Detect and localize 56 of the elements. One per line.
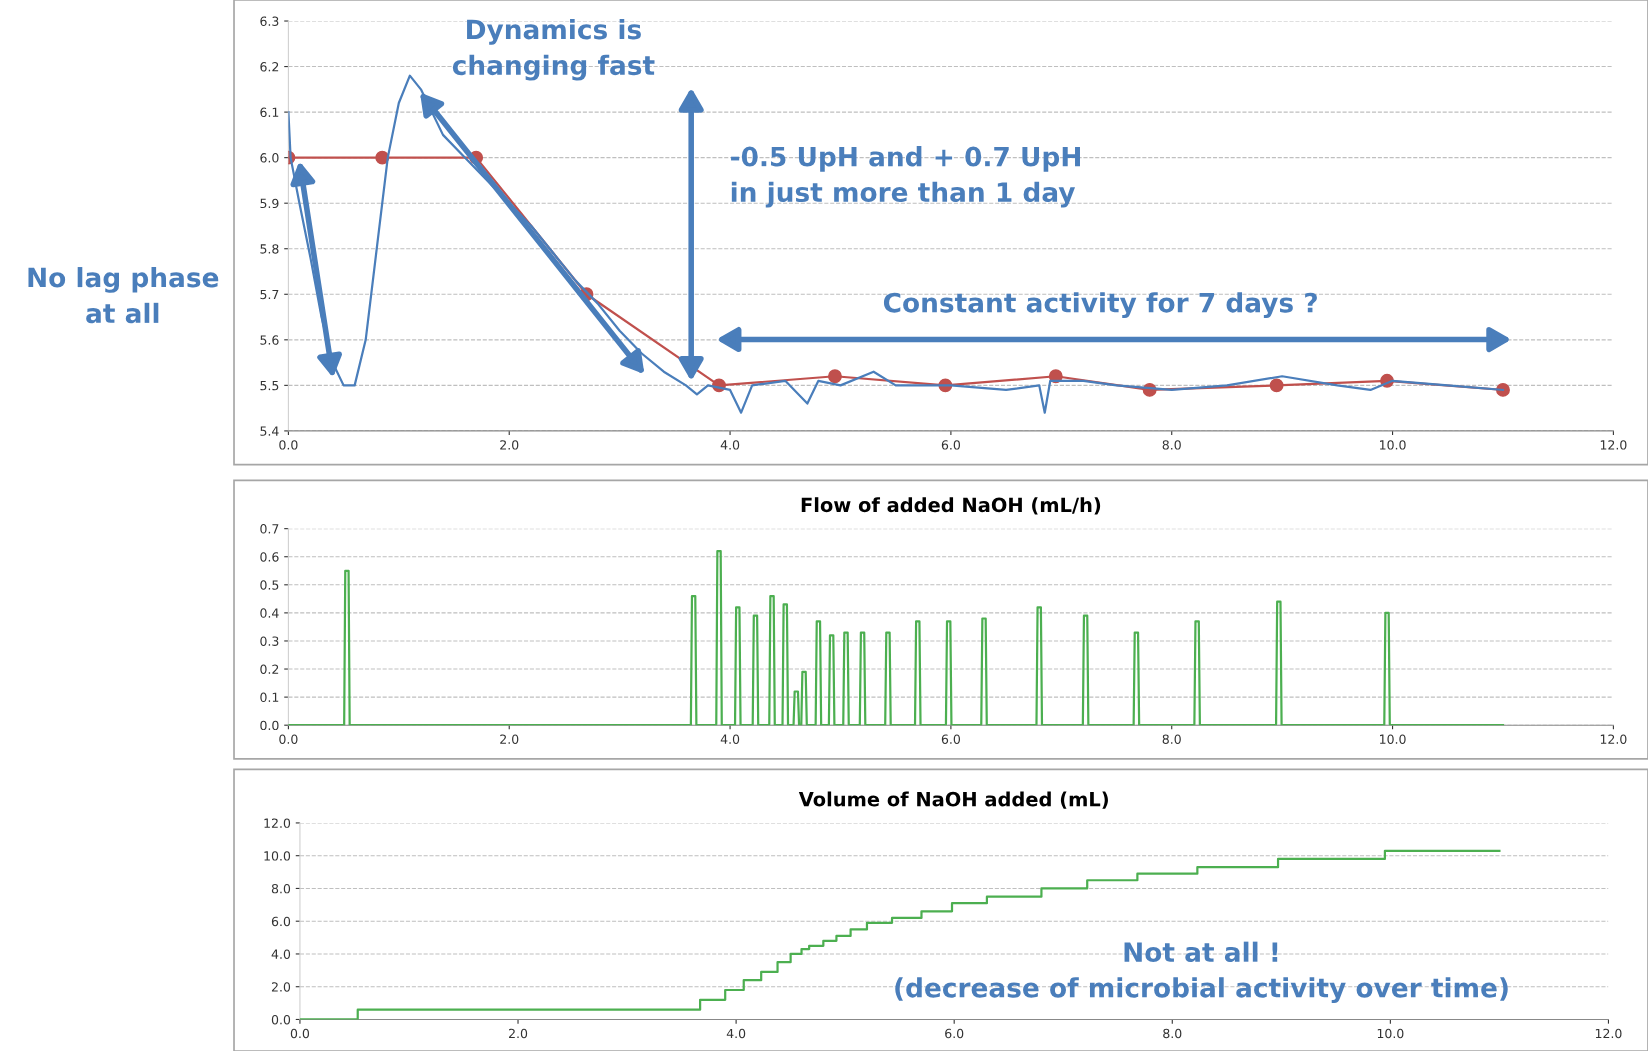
point — [828, 369, 842, 384]
x-tick-label: 12.0 — [1600, 734, 1627, 744]
y-tick-label: 0.1 — [260, 692, 279, 703]
y-tick-label: 0.6 — [260, 552, 279, 562]
chart-title: Volume of NaOH added (mL) — [798, 791, 1108, 809]
y-tick-label: 6.1 — [260, 107, 279, 118]
annotation: Constant activity for 7 days ? — [883, 292, 1317, 318]
x-tick-label: 0.0 — [290, 1028, 310, 1039]
annotation: Not at all ! (decrease of microbial activity over time) — [895, 941, 1508, 1003]
y-tick-label: 4.0 — [271, 949, 291, 959]
point — [1269, 378, 1284, 393]
x-tick-label: 10.0 — [1377, 1028, 1404, 1039]
x-tick-label: 12.0 — [1595, 1028, 1622, 1039]
x-tick-label: 4.0 — [726, 1028, 746, 1039]
chart-title: Flow of added NaOH (mL/h) — [801, 497, 1101, 515]
x-tick-label: 2.0 — [500, 440, 519, 450]
y-tick-label: 5.5 — [260, 381, 279, 391]
line-series — [288, 550, 1505, 726]
y-tick-label: 6.0 — [271, 916, 291, 927]
y-tick-label: 6.0 — [260, 153, 279, 163]
y-tick-label: 0.7 — [260, 524, 279, 534]
x-tick-label: 12.0 — [1600, 440, 1627, 450]
y-tick-label: 0.3 — [260, 636, 279, 646]
y-tick-label: 5.9 — [260, 198, 279, 209]
x-tick-label: 6.0 — [941, 734, 961, 744]
y-tick-label: 0.0 — [260, 720, 279, 731]
text: No lag phase at all — [28, 267, 219, 324]
annotation: -0.5 UpH and + 0.7 UpH in just more than 1 day — [731, 146, 1080, 208]
y-tick-label: 0.4 — [260, 608, 279, 618]
y-tick-label: 6.3 — [260, 16, 279, 26]
y-tick-label: 0.0 — [271, 1014, 291, 1025]
x-tick-label: 4.0 — [720, 734, 740, 744]
x-tick-label: 8.0 — [1163, 1028, 1182, 1039]
y-tick-label: 0.5 — [260, 580, 279, 590]
x-tick-label: 10.0 — [1380, 734, 1406, 744]
x-tick-label: 4.0 — [720, 440, 740, 450]
y-tick-label: 12.0 — [264, 818, 291, 828]
x-tick-label: 8.0 — [1162, 734, 1181, 744]
y-tick-label: 6.2 — [260, 62, 279, 72]
x-tick-label: 10.0 — [1380, 440, 1406, 450]
x-tick-label: 0.0 — [279, 440, 298, 450]
y-tick-label: 5.7 — [260, 289, 279, 300]
x-tick-label: 8.0 — [1162, 440, 1181, 450]
y-tick-label: 5.8 — [260, 244, 279, 254]
x-tick-label: 6.0 — [945, 1028, 964, 1039]
y-tick-label: 10.0 — [264, 851, 291, 861]
y-tick-label: 2.0 — [271, 982, 291, 992]
x-tick-label: 6.0 — [941, 440, 961, 450]
annotation: Dynamics is changing fast — [452, 18, 655, 81]
y-tick-label: 0.2 — [260, 664, 279, 674]
y-tick-label: 8.0 — [271, 883, 291, 894]
x-tick-label: 0.0 — [279, 734, 298, 744]
x-tick-label: 2.0 — [500, 734, 519, 744]
y-tick-label: 5.6 — [260, 335, 279, 345]
x-tick-label: 2.0 — [509, 1028, 528, 1039]
y-tick-label: 5.4 — [260, 426, 279, 436]
